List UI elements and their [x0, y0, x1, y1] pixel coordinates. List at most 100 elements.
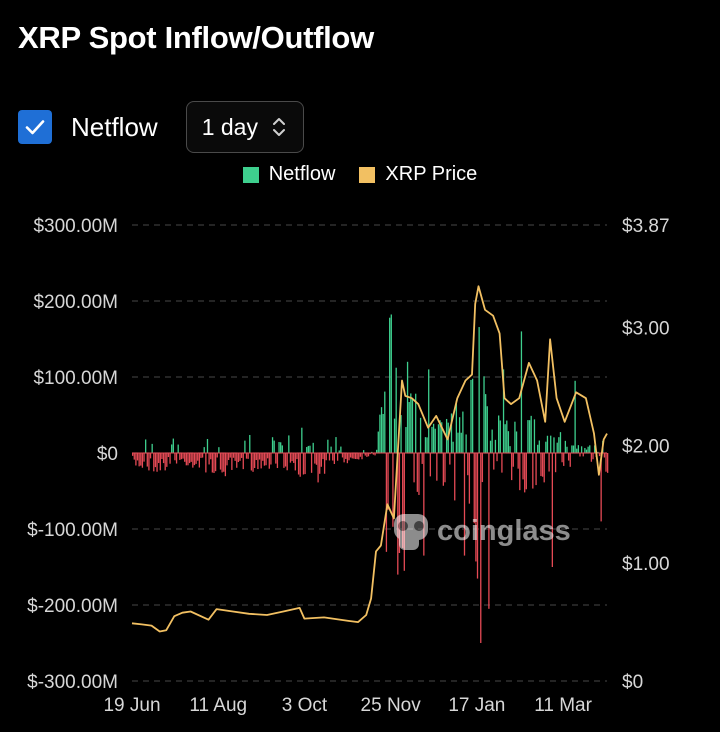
netflow-bar — [356, 453, 358, 460]
netflow-bar — [384, 391, 386, 453]
netflow-bar — [371, 451, 373, 453]
netflow-bar — [307, 445, 309, 453]
netflow-bar — [336, 453, 339, 461]
netflow-bar — [245, 453, 248, 459]
netflow-bar — [214, 453, 217, 472]
netflow-bar — [161, 453, 163, 460]
netflow-bar — [172, 438, 174, 453]
netflow-bar — [481, 453, 484, 483]
netflow-bar — [162, 453, 165, 464]
netflow-bar — [597, 451, 599, 453]
netflow-bar — [398, 453, 401, 553]
netflow-bar — [561, 453, 563, 463]
netflow-bar — [175, 453, 178, 464]
netflow-bar — [193, 453, 196, 466]
netflow-bar — [249, 434, 251, 453]
netflow-bar — [525, 453, 527, 490]
netflow-bar — [353, 453, 355, 459]
netflow-bar — [590, 453, 593, 462]
netflow-bar — [299, 453, 301, 477]
netflow-bar — [533, 419, 536, 453]
netflow-bar — [372, 453, 375, 455]
netflow-bar — [393, 418, 396, 453]
netflow-bar — [524, 453, 526, 493]
netflow-bar — [543, 453, 545, 483]
netflow-checkbox[interactable] — [18, 110, 52, 144]
netflow-bar — [369, 453, 371, 455]
netflow-bar — [367, 453, 370, 457]
netflow-bar — [197, 453, 199, 461]
x-axis-tick-label: 19 Jun — [103, 695, 160, 716]
left-axis-tick-label: $-200.00M — [27, 596, 118, 617]
netflow-bar — [537, 444, 539, 453]
netflow-bar — [380, 407, 383, 453]
netflow-bar — [156, 453, 158, 472]
x-axis-tick-label: 3 Oct — [282, 695, 328, 716]
netflow-bar — [221, 453, 223, 473]
netflow-bar — [310, 453, 313, 473]
netflow-bar — [511, 453, 513, 481]
netflow-bar — [569, 453, 571, 467]
netflow-bar — [478, 327, 480, 453]
netflow-bar — [205, 453, 207, 473]
netflow-bar — [553, 437, 555, 453]
netflow-bar — [515, 431, 518, 453]
netflow-bar — [184, 453, 186, 462]
netflow-bar — [200, 453, 202, 458]
netflow-bar — [291, 453, 293, 462]
netflow-bar — [566, 446, 568, 453]
netflow-bar — [405, 427, 407, 453]
netflow-bar — [351, 453, 353, 459]
interval-select[interactable]: 1 day — [185, 101, 304, 153]
netflow-bar — [493, 453, 495, 470]
netflow-bar — [545, 441, 547, 453]
netflow-bar — [585, 449, 588, 453]
right-axis: $3.87 $3.00 $2.00 $1.00 $0 — [622, 216, 670, 693]
netflow-bar — [468, 453, 471, 504]
netflow-bar — [320, 453, 322, 467]
netflow-bar — [164, 453, 166, 471]
netflow-bar — [340, 446, 342, 453]
netflow-bar — [455, 400, 458, 453]
netflow-bar — [509, 446, 511, 453]
left-axis-tick-label: $-300.00M — [27, 672, 118, 693]
netflow-bar — [431, 426, 433, 453]
netflow-bar — [540, 453, 542, 477]
netflow-bar — [598, 453, 601, 457]
netflow-bar — [211, 453, 214, 473]
netflow-bar — [276, 453, 279, 469]
netflow-bar — [563, 453, 565, 466]
netflow-bar — [584, 447, 586, 453]
legend-item-xrp-price[interactable]: XRP Price — [359, 163, 477, 186]
netflow-bar — [227, 453, 230, 461]
chevron-updown-icon — [272, 118, 285, 136]
netflow-bar — [143, 453, 145, 462]
netflow-bar — [432, 423, 435, 453]
netflow-bar — [496, 453, 498, 462]
netflow-bar — [571, 445, 573, 453]
netflow-bar — [180, 453, 183, 460]
netflow-bar — [574, 380, 576, 453]
netflow-bar — [315, 453, 318, 465]
netflow-bar — [548, 453, 550, 472]
netflow-bar — [345, 453, 347, 459]
legend-item-netflow[interactable]: Netflow — [242, 163, 335, 186]
netflow-bar — [484, 394, 487, 453]
legend-swatch-netflow — [242, 166, 259, 183]
netflow-bar — [504, 424, 506, 453]
netflow-bar — [346, 453, 349, 464]
netflow-bar — [262, 453, 264, 461]
left-axis-tick-label: $200.00M — [33, 292, 118, 313]
netflow-bar — [252, 453, 254, 472]
netflow-bar — [153, 453, 155, 472]
netflow-bar — [541, 453, 544, 477]
right-axis-tick-label: $0 — [622, 672, 643, 693]
netflow-bar — [210, 453, 212, 460]
x-axis: 19 Jun 11 Aug 3 Oct 25 Nov 17 Jan 11 Mar — [103, 695, 592, 716]
netflow-bar — [382, 413, 384, 453]
netflow-bar — [267, 453, 269, 459]
netflow-bar — [297, 453, 300, 475]
netflow-bar — [188, 453, 191, 464]
netflow-bar — [385, 453, 388, 552]
x-axis-tick-label: 11 Mar — [534, 695, 592, 716]
